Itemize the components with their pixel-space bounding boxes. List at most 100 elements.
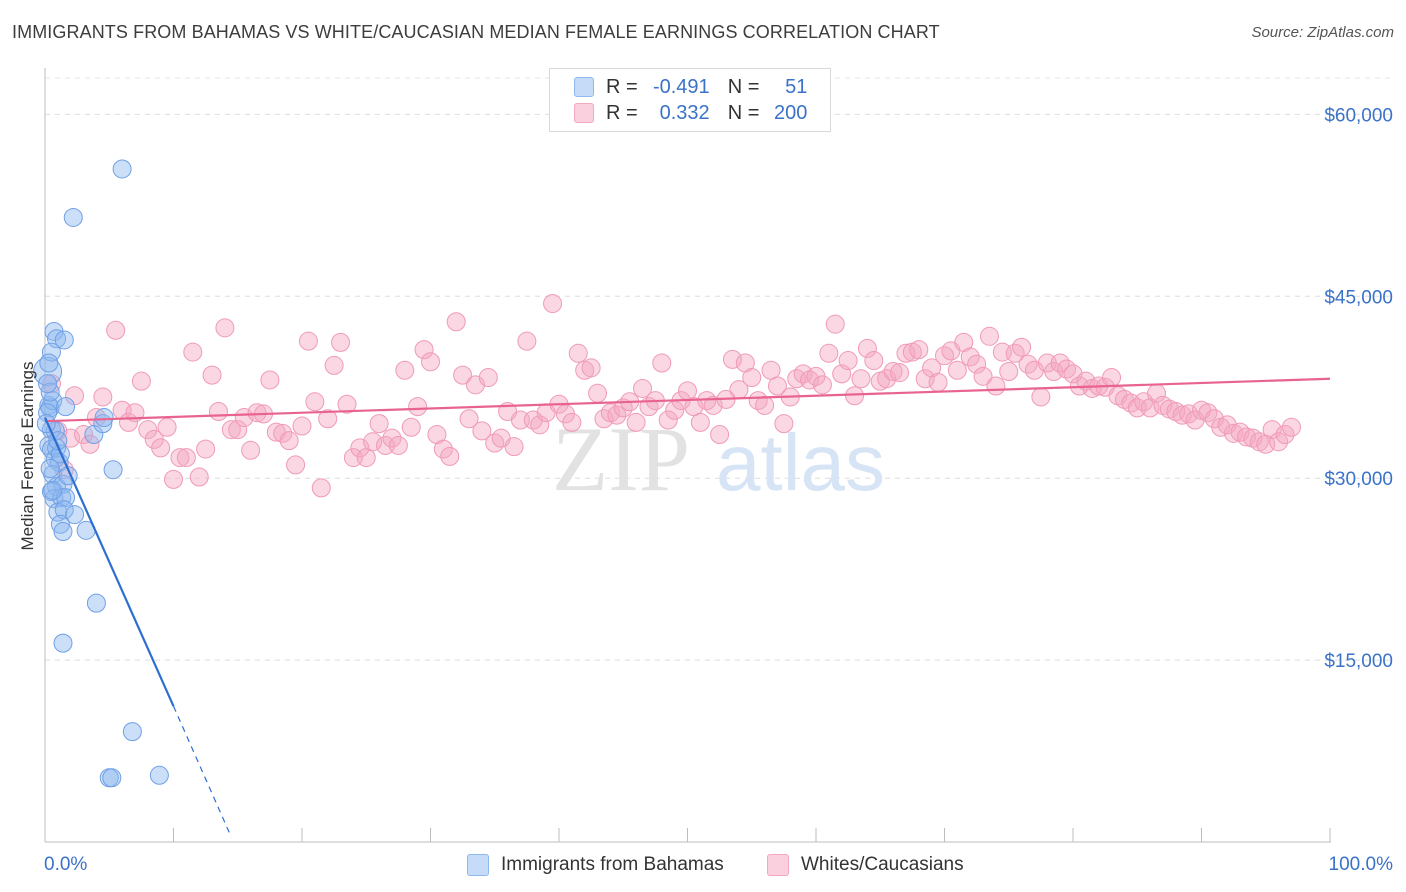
point-whites: [896, 343, 916, 363]
point-whites: [170, 448, 190, 468]
legend-r-value-bahamas: -0.491: [652, 75, 710, 98]
point-whites: [74, 425, 94, 445]
point-whites: [1230, 422, 1250, 442]
point-bahamas: [38, 374, 58, 394]
point-bahamas: [36, 414, 56, 434]
point-whites: [986, 376, 1006, 396]
bottom-legend-swatch-bahamas: [467, 854, 489, 876]
point-whites: [633, 378, 653, 398]
point-whites: [812, 375, 832, 395]
trend-lines: [43, 377, 1331, 838]
point-whites: [228, 420, 248, 440]
legend-r-label: R =: [606, 75, 638, 98]
point-whites: [350, 438, 370, 458]
point-whites: [215, 318, 235, 338]
point-bahamas: [63, 207, 83, 227]
point-whites: [292, 416, 312, 436]
bottom-legend-label-bahamas: Immigrants from Bahamas: [501, 854, 724, 875]
point-whites: [459, 409, 479, 429]
legend-swatch-bahamas: [574, 77, 594, 97]
point-whites: [1102, 368, 1122, 388]
point-whites: [626, 412, 646, 432]
point-whites: [947, 360, 967, 380]
point-whites: [588, 383, 608, 403]
point-whites: [1262, 420, 1282, 440]
point-whites: [960, 347, 980, 367]
y-axis-label: Median Female Earnings: [18, 361, 37, 551]
point-whites: [1012, 337, 1032, 357]
tick-labels: $15,000 $30,000 $45,000 $60,000 0.0% 100.0%: [44, 105, 1393, 875]
point-whites: [748, 391, 768, 411]
point-whites: [543, 294, 563, 314]
point-whites: [890, 363, 910, 383]
point-whites: [922, 358, 942, 378]
point-whites: [607, 405, 627, 425]
point-whites: [954, 332, 974, 352]
point-bahamas: [65, 505, 85, 525]
point-bahamas: [53, 633, 73, 653]
legend-r-value-whites: 0.332: [659, 101, 710, 124]
point-whites: [909, 340, 929, 360]
point-bahamas: [40, 458, 60, 478]
legend-row-bahamas: R = -0.491 N = 51: [574, 75, 807, 99]
point-whites: [800, 370, 820, 390]
point-whites: [517, 331, 537, 351]
point-bahamas: [50, 514, 70, 534]
point-whites: [369, 414, 389, 434]
bottom-legend-whites: Whites/Caucasians: [767, 852, 964, 878]
point-bahamas: [41, 482, 61, 502]
point-bahamas: [54, 500, 74, 520]
point-whites: [453, 365, 473, 385]
point-whites: [1269, 432, 1289, 452]
point-whites: [1275, 425, 1295, 445]
point-whites: [286, 455, 306, 475]
point-whites: [157, 417, 177, 437]
point-whites: [857, 338, 877, 358]
point-whites: [1243, 428, 1263, 448]
point-whites: [935, 346, 954, 366]
point-whites: [1281, 417, 1301, 437]
y-tick-label: $15,000: [1324, 651, 1393, 672]
point-whites: [279, 431, 299, 451]
point-whites: [883, 361, 903, 381]
point-whites: [273, 423, 293, 443]
point-whites: [690, 412, 710, 432]
y-tick-label: $60,000: [1324, 105, 1393, 126]
legend-n-label: N =: [727, 75, 760, 98]
point-whites: [1153, 395, 1173, 415]
point-whites: [562, 412, 582, 432]
point-whites: [388, 435, 408, 455]
point-whites: [999, 361, 1019, 381]
point-whites: [176, 448, 196, 468]
x-tick-label-min: 0.0%: [44, 854, 87, 875]
bottom-legend-swatch-whites: [767, 854, 789, 876]
point-whites: [131, 371, 151, 391]
point-bahamas: [54, 330, 74, 350]
point-whites: [1057, 359, 1077, 379]
point-whites: [735, 353, 755, 373]
point-bahamas: [149, 765, 169, 785]
point-whites: [767, 376, 787, 396]
point-whites: [196, 439, 216, 459]
point-whites: [234, 408, 254, 428]
point-whites: [819, 343, 839, 363]
point-whites: [774, 414, 794, 434]
point-whites: [1172, 405, 1192, 425]
point-whites: [241, 440, 261, 460]
point-whites: [877, 369, 897, 389]
trend-line-bahamas-extension: [172, 705, 232, 838]
watermark-atlas: atlas: [716, 418, 885, 507]
legend-swatch-whites: [574, 103, 594, 123]
point-whites: [208, 401, 228, 421]
source-label: Source: ZipAtlas.com: [1251, 24, 1394, 41]
point-whites: [408, 397, 428, 417]
point-whites: [395, 360, 415, 380]
point-whites: [755, 395, 775, 415]
point-whites: [851, 369, 871, 389]
point-whites: [825, 314, 845, 334]
point-whites: [440, 446, 460, 466]
point-whites: [427, 425, 447, 445]
point-whites: [305, 392, 325, 412]
point-bahamas: [43, 480, 63, 500]
